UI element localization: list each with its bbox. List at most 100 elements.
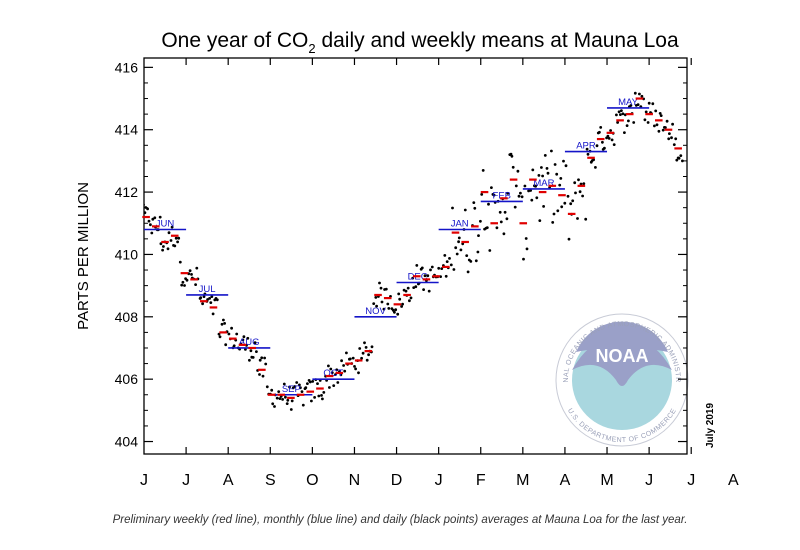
month-label: MAY (618, 97, 639, 108)
x-tick-label: J (645, 472, 653, 489)
axis-ticks (144, 58, 692, 454)
daily-point (667, 137, 671, 141)
daily-point (195, 266, 199, 270)
daily-point (304, 386, 308, 390)
daily-point (188, 269, 192, 273)
daily-point (412, 286, 416, 289)
x-tick-label: O (306, 472, 318, 489)
daily-point (411, 276, 415, 280)
daily-point (610, 138, 614, 142)
daily-point (644, 110, 648, 114)
daily-point (261, 374, 265, 378)
x-tick-label: S (265, 472, 276, 489)
daily-point (246, 336, 250, 340)
daily-point (396, 312, 400, 316)
daily-point (321, 397, 324, 401)
daily-point (345, 351, 348, 355)
daily-point (375, 304, 378, 308)
daily-point (426, 274, 430, 278)
daily-point (275, 396, 279, 400)
daily-point (278, 397, 282, 400)
daily-point (603, 146, 606, 150)
daily-point (511, 165, 515, 169)
daily-point (301, 403, 305, 407)
x-tick-label: D (391, 472, 403, 489)
daily-point (335, 368, 339, 372)
daily-point (640, 94, 644, 98)
daily-point (270, 388, 274, 392)
daily-point (260, 356, 264, 360)
x-tick-label: J (182, 472, 190, 489)
daily-point (477, 234, 480, 238)
daily-point (224, 343, 228, 347)
daily-point (448, 257, 451, 260)
daily-point (271, 402, 275, 406)
daily-point (479, 219, 482, 223)
daily-point (394, 308, 398, 312)
daily-point (149, 223, 152, 227)
daily-point (281, 398, 284, 401)
daily-point (621, 112, 625, 116)
y-tick-label: 406 (115, 371, 139, 387)
noaa-logo-bird (572, 340, 672, 386)
x-tick-label: M (600, 472, 613, 489)
daily-point (664, 126, 667, 129)
daily-point (454, 246, 458, 250)
daily-point (339, 373, 343, 377)
daily-point (374, 296, 378, 299)
daily-point (210, 295, 214, 298)
x-tick-label: A (223, 472, 234, 489)
month-label: OCT (323, 368, 343, 379)
daily-point (265, 385, 269, 389)
daily-point (329, 367, 333, 371)
daily-point (556, 209, 560, 213)
daily-point (443, 254, 447, 257)
month-label: NOV (365, 306, 386, 317)
daily-point (523, 184, 527, 188)
noaa-logo-sky (576, 321, 668, 354)
daily-point (404, 289, 408, 293)
daily-point (211, 312, 215, 316)
caption: Preliminary weekly (red line), monthly (… (112, 514, 688, 526)
daily-point (492, 193, 496, 197)
y-tick-label: 404 (115, 434, 139, 450)
daily-point (524, 237, 528, 240)
daily-point (170, 225, 174, 229)
daily-point (579, 182, 583, 186)
daily-point (520, 195, 524, 199)
daily-point (382, 307, 386, 311)
daily-point (251, 356, 255, 359)
daily-point (566, 194, 570, 198)
daily-point (161, 248, 165, 252)
daily-point (370, 345, 374, 349)
y-tick-labels: 404 406 408 410 412 414 416 (115, 59, 139, 449)
month-label: APR (576, 141, 596, 152)
daily-point (488, 249, 492, 252)
daily-point (173, 244, 177, 248)
daily-point (567, 237, 571, 241)
daily-point (578, 190, 582, 194)
daily-point (401, 302, 404, 306)
daily-point (176, 240, 180, 244)
daily-point (463, 208, 467, 212)
daily-point (627, 119, 630, 123)
daily-point (542, 205, 545, 208)
daily-point (242, 335, 246, 339)
daily-point (569, 202, 573, 206)
daily-point (180, 283, 184, 287)
daily-point (232, 344, 236, 348)
daily-point (365, 358, 369, 362)
daily-point (222, 318, 225, 322)
daily-point (582, 182, 586, 186)
x-tick-label: F (476, 472, 486, 489)
daily-point (647, 101, 651, 105)
daily-point (420, 266, 424, 270)
daily-point (619, 113, 622, 116)
daily-point (665, 119, 669, 123)
y-axis-label: PARTS PER MILLION (75, 182, 92, 330)
daily-point (218, 335, 222, 339)
daily-point (327, 364, 330, 368)
daily-point (558, 183, 562, 187)
daily-point (517, 194, 521, 198)
daily-point (601, 140, 604, 144)
